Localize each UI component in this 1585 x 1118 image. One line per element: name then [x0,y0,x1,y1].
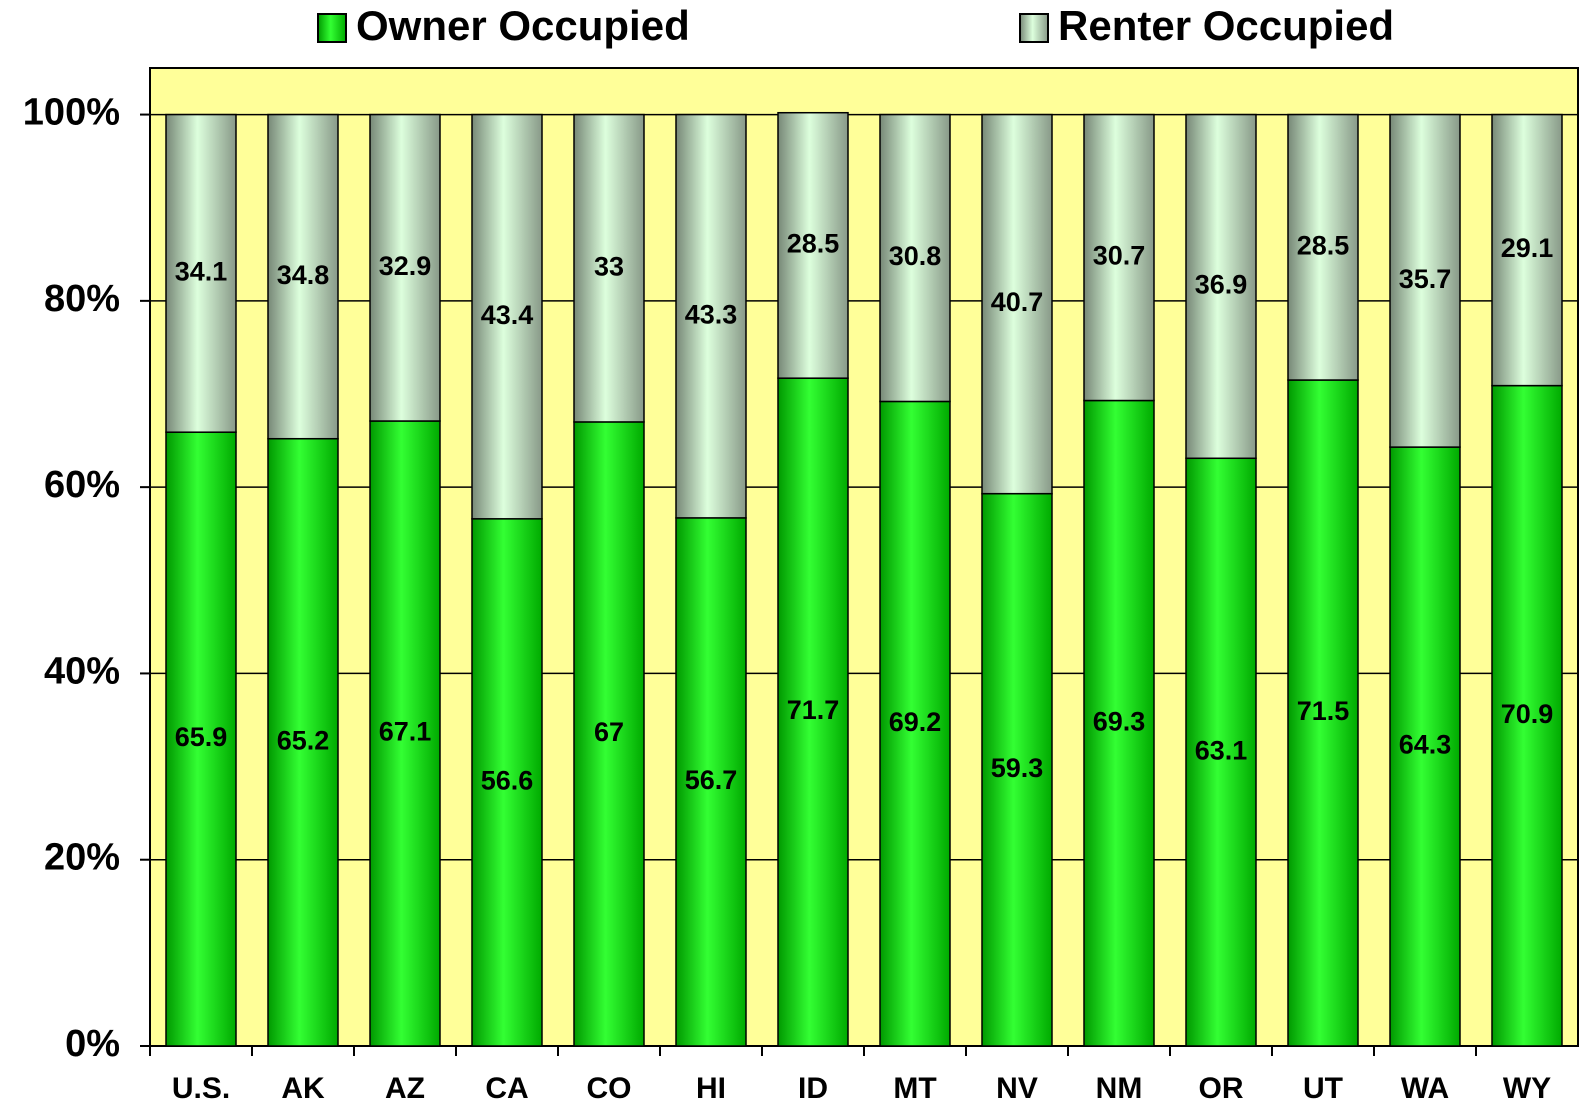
legend-swatch [317,13,347,43]
x-tick-label: AZ [385,1072,425,1105]
x-tick-label: MT [893,1072,936,1105]
x-tick-label: WY [1503,1072,1551,1105]
bar-segment [1491,113,1563,387]
data-label: 43.4 [481,300,534,330]
bar-segment [267,437,339,1047]
data-label: 40.7 [991,287,1044,317]
x-tick-label: HI [696,1072,726,1105]
y-tick-label: 60% [44,464,120,506]
bar-segment [777,111,849,379]
x-tick-label: CO [587,1072,632,1105]
data-label: 69.3 [1093,706,1146,736]
bar-segment [1185,457,1257,1047]
data-label: 32.9 [379,251,432,281]
x-tick-label: NV [996,1072,1038,1105]
data-label: 36.9 [1195,270,1248,300]
bar-segment [573,113,645,423]
data-label: 64.3 [1399,730,1452,760]
data-label: 35.7 [1399,264,1452,294]
bar-segment [369,420,441,1047]
data-label: 65.2 [277,725,330,755]
data-label: 43.3 [685,299,738,329]
bar-segment [369,113,441,422]
x-tick-label: WA [1401,1072,1449,1105]
data-label: 28.5 [1297,230,1350,260]
y-tick-label: 20% [44,837,120,879]
x-tick-label: ID [798,1072,828,1105]
legend-swatch [1019,13,1049,43]
data-label: 63.1 [1195,735,1248,765]
data-label: 56.6 [481,766,534,796]
bar-segment [675,517,747,1047]
bar-segment [981,492,1053,1047]
bar-segment [165,431,237,1047]
bar-segment [1389,113,1461,448]
x-tick-label: NM [1096,1072,1143,1105]
data-label: 70.9 [1501,699,1554,729]
legend-label: Renter Occupied [1058,2,1394,49]
bar-segment [573,421,645,1047]
data-label: 30.7 [1093,241,1146,271]
bar-segment [879,113,951,403]
bar-segment [1287,113,1359,381]
x-tick-label: CA [485,1072,528,1105]
data-label: 28.5 [787,229,840,259]
data-label: 30.8 [889,241,942,271]
y-tick-label: 0% [65,1023,120,1065]
bar-segment [165,113,237,433]
bar-segment [1083,113,1155,402]
x-tick-label: AK [281,1072,325,1105]
legend-label: Owner Occupied [356,2,690,49]
y-tick-label: 100% [23,92,120,134]
bar-segment [675,113,747,519]
bar-segment [879,400,951,1047]
bar-segment [1287,379,1359,1047]
data-label: 34.1 [175,257,228,287]
data-label: 65.9 [175,722,228,752]
y-tick-label: 40% [44,650,120,692]
x-tick-label: OR [1199,1072,1244,1105]
data-label: 34.8 [277,260,330,290]
bar-segment [267,113,339,440]
plot-background [149,67,1579,1047]
data-label: 71.5 [1297,696,1350,726]
data-label: 29.1 [1501,233,1554,263]
x-tick-label: UT [1303,1072,1343,1105]
bar-segment [1185,113,1257,460]
bar-segment [1083,399,1155,1047]
x-tick-label: U.S. [172,1072,230,1105]
y-tick-label: 80% [44,278,120,320]
bar-segment [471,113,543,520]
data-label: 33 [594,251,624,281]
data-label: 69.2 [889,707,942,737]
data-label: 67.1 [379,717,432,747]
data-label: 56.7 [685,765,738,795]
bar-segment [777,377,849,1047]
data-label: 71.7 [787,695,840,725]
bar-segment [981,113,1053,495]
data-label: 59.3 [991,753,1044,783]
data-label: 67 [594,717,624,747]
